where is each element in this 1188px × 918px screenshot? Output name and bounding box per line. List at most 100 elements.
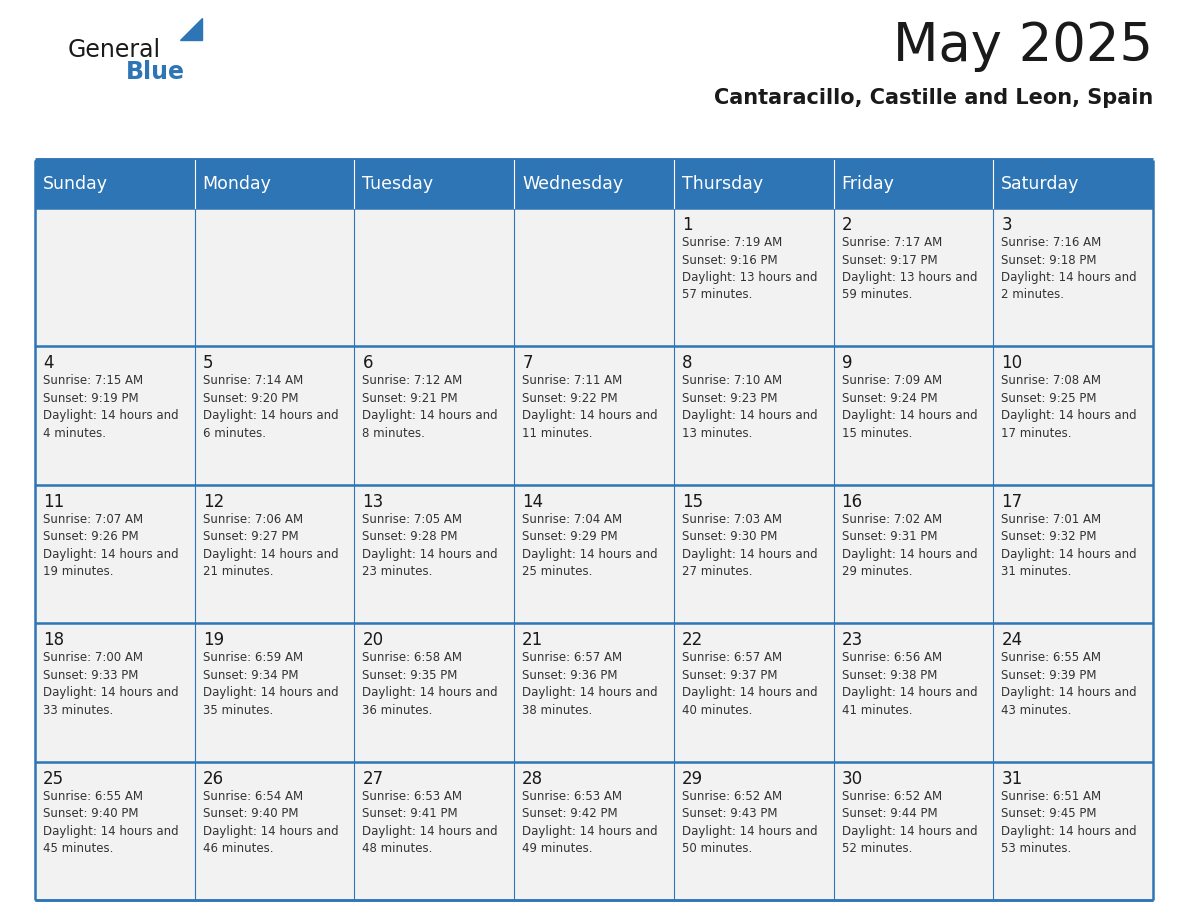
Text: 2 minutes.: 2 minutes. [1001, 288, 1064, 301]
Bar [34, 762, 195, 900]
Text: Sunrise: 6:57 AM: Sunrise: 6:57 AM [682, 651, 782, 665]
Text: 48 minutes.: 48 minutes. [362, 842, 432, 855]
Text: Tuesday: Tuesday [362, 175, 434, 193]
Text: 43 minutes.: 43 minutes. [1001, 704, 1072, 717]
Bar [834, 208, 993, 346]
Text: 29 minutes.: 29 minutes. [841, 565, 912, 578]
Bar [354, 762, 514, 900]
Text: 26: 26 [203, 769, 223, 788]
Text: 11 minutes.: 11 minutes. [523, 427, 593, 440]
Bar [514, 208, 674, 346]
Text: 6: 6 [362, 354, 373, 373]
Text: 30: 30 [841, 769, 862, 788]
Text: 8: 8 [682, 354, 693, 373]
Text: Sunrise: 7:06 AM: Sunrise: 7:06 AM [203, 513, 303, 526]
Text: Daylight: 14 hours and: Daylight: 14 hours and [523, 824, 658, 837]
Text: Daylight: 13 hours and: Daylight: 13 hours and [841, 271, 977, 284]
Text: 53 minutes.: 53 minutes. [1001, 842, 1072, 855]
Bar [195, 346, 354, 485]
Text: Sunset: 9:41 PM: Sunset: 9:41 PM [362, 807, 459, 820]
Text: 10: 10 [1001, 354, 1023, 373]
Text: Sunrise: 6:52 AM: Sunrise: 6:52 AM [682, 789, 782, 802]
Bar [674, 485, 834, 623]
Text: Daylight: 14 hours and: Daylight: 14 hours and [203, 824, 339, 837]
Text: 33 minutes.: 33 minutes. [43, 704, 113, 717]
Text: Daylight: 14 hours and: Daylight: 14 hours and [362, 686, 498, 700]
Bar [514, 485, 674, 623]
Text: Daylight: 14 hours and: Daylight: 14 hours and [43, 686, 178, 700]
Text: 7: 7 [523, 354, 532, 373]
Text: 1: 1 [682, 216, 693, 234]
Text: Wednesday: Wednesday [523, 175, 624, 193]
Bar [354, 346, 514, 485]
Bar [674, 762, 834, 900]
Text: 31 minutes.: 31 minutes. [1001, 565, 1072, 578]
Text: Daylight: 14 hours and: Daylight: 14 hours and [841, 824, 978, 837]
Text: Daylight: 14 hours and: Daylight: 14 hours and [1001, 409, 1137, 422]
Text: 17: 17 [1001, 493, 1023, 510]
Text: 46 minutes.: 46 minutes. [203, 842, 273, 855]
Bar [195, 485, 354, 623]
Text: Daylight: 14 hours and: Daylight: 14 hours and [1001, 271, 1137, 284]
Text: 40 minutes.: 40 minutes. [682, 704, 752, 717]
Bar [354, 623, 514, 762]
Text: Sunrise: 6:53 AM: Sunrise: 6:53 AM [362, 789, 462, 802]
Text: Monday: Monday [203, 175, 272, 193]
Text: Sunset: 9:16 PM: Sunset: 9:16 PM [682, 253, 777, 266]
Text: 20: 20 [362, 632, 384, 649]
Text: Sunset: 9:30 PM: Sunset: 9:30 PM [682, 531, 777, 543]
Text: Sunrise: 6:56 AM: Sunrise: 6:56 AM [841, 651, 942, 665]
Text: Cantaracillo, Castille and Leon, Spain: Cantaracillo, Castille and Leon, Spain [714, 88, 1154, 108]
Text: Sunset: 9:43 PM: Sunset: 9:43 PM [682, 807, 777, 820]
Bar [993, 346, 1154, 485]
Bar [674, 160, 834, 208]
Text: Sunrise: 7:10 AM: Sunrise: 7:10 AM [682, 375, 782, 387]
Text: Sunset: 9:18 PM: Sunset: 9:18 PM [1001, 253, 1097, 266]
Text: 19 minutes.: 19 minutes. [43, 565, 114, 578]
Text: General: General [68, 38, 162, 62]
Bar [674, 208, 834, 346]
Text: 15 minutes.: 15 minutes. [841, 427, 912, 440]
Bar [834, 762, 993, 900]
Text: 29: 29 [682, 769, 703, 788]
Text: 25 minutes.: 25 minutes. [523, 565, 593, 578]
Text: 13: 13 [362, 493, 384, 510]
Text: Daylight: 14 hours and: Daylight: 14 hours and [682, 824, 817, 837]
Text: Sunrise: 7:12 AM: Sunrise: 7:12 AM [362, 375, 462, 387]
Text: Sunset: 9:44 PM: Sunset: 9:44 PM [841, 807, 937, 820]
Bar [834, 485, 993, 623]
Text: Sunset: 9:37 PM: Sunset: 9:37 PM [682, 668, 777, 682]
Text: Daylight: 14 hours and: Daylight: 14 hours and [43, 548, 178, 561]
Text: 19: 19 [203, 632, 223, 649]
Bar [514, 623, 674, 762]
Text: Sunset: 9:33 PM: Sunset: 9:33 PM [43, 668, 138, 682]
Text: Daylight: 14 hours and: Daylight: 14 hours and [203, 686, 339, 700]
Text: Sunset: 9:19 PM: Sunset: 9:19 PM [43, 392, 139, 405]
Text: Sunrise: 6:51 AM: Sunrise: 6:51 AM [1001, 789, 1101, 802]
Bar [514, 346, 674, 485]
Text: Sunrise: 7:17 AM: Sunrise: 7:17 AM [841, 236, 942, 249]
Text: Sunrise: 6:53 AM: Sunrise: 6:53 AM [523, 789, 623, 802]
Bar [354, 208, 514, 346]
Text: 4: 4 [43, 354, 53, 373]
Text: Daylight: 14 hours and: Daylight: 14 hours and [523, 686, 658, 700]
Text: Daylight: 14 hours and: Daylight: 14 hours and [1001, 548, 1137, 561]
Text: Sunset: 9:45 PM: Sunset: 9:45 PM [1001, 807, 1097, 820]
Polygon shape [181, 18, 202, 40]
Text: Sunset: 9:36 PM: Sunset: 9:36 PM [523, 668, 618, 682]
Text: Sunday: Sunday [43, 175, 108, 193]
Text: Daylight: 14 hours and: Daylight: 14 hours and [682, 548, 817, 561]
Bar [34, 485, 195, 623]
Text: Sunset: 9:35 PM: Sunset: 9:35 PM [362, 668, 457, 682]
Bar [993, 762, 1154, 900]
Bar [993, 485, 1154, 623]
Text: Daylight: 14 hours and: Daylight: 14 hours and [362, 548, 498, 561]
Bar [514, 160, 674, 208]
Text: Sunrise: 7:03 AM: Sunrise: 7:03 AM [682, 513, 782, 526]
Text: Sunrise: 6:55 AM: Sunrise: 6:55 AM [1001, 651, 1101, 665]
Text: 31: 31 [1001, 769, 1023, 788]
Text: Sunset: 9:25 PM: Sunset: 9:25 PM [1001, 392, 1097, 405]
Bar [674, 346, 834, 485]
Bar [993, 160, 1154, 208]
Text: 25: 25 [43, 769, 64, 788]
